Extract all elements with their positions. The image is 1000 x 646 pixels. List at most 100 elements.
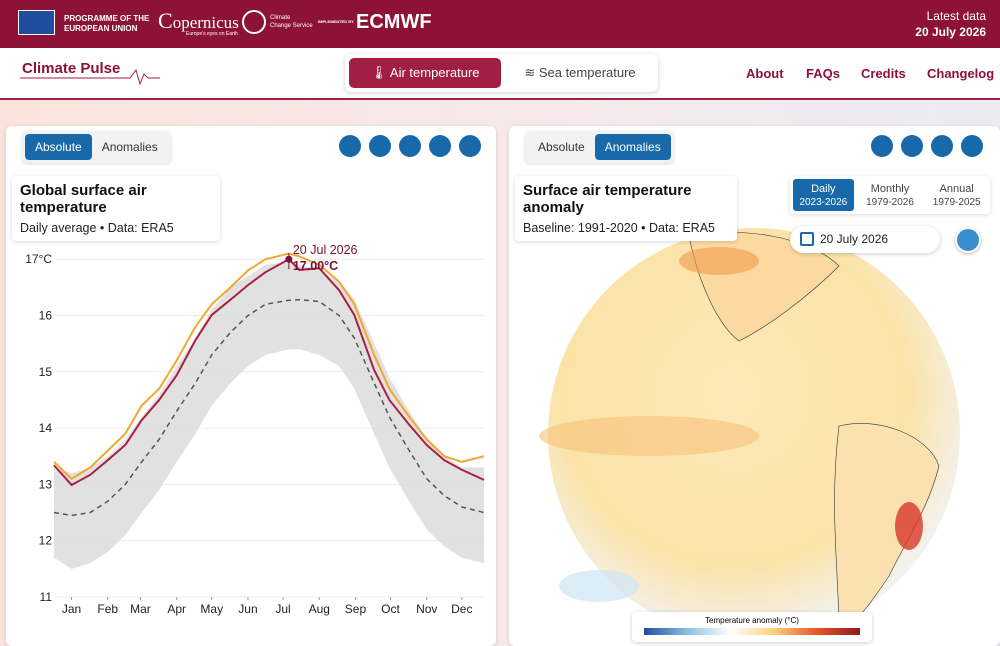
tab-active[interactable]: 🌡 Air temperature <box>349 58 501 88</box>
x-tick-label: May <box>200 602 223 616</box>
nav-bar: Climate Pulse 🌡 Air temperature ≋ Sea te… <box>0 48 1000 100</box>
globe-button[interactable] <box>955 227 981 253</box>
period-range: 1979-2026 <box>866 197 914 208</box>
chart: 11 12 13 14 15 16 17°C Jan Feb Mar Apr May Jun Jul Aug… <box>25 243 485 616</box>
chart-title: Global surface air temperature <box>20 182 147 216</box>
map-subtitle: Baseline: 1991-2020 • Data: ERA5 <box>523 221 715 235</box>
download-button[interactable] <box>369 135 391 157</box>
series-line <box>53 257 485 487</box>
legend-title: Temperature anomaly (°C) <box>705 616 799 625</box>
annotation-date: 20 Jul 2026 <box>293 243 358 257</box>
chart-subtitle: Daily average • Data: ERA5 <box>20 221 174 235</box>
color-bar <box>644 628 860 635</box>
c3s-logo <box>242 10 266 34</box>
cool-patch <box>559 570 639 602</box>
refresh-button[interactable] <box>429 135 451 157</box>
implemented-by: IMPLEMENTED BY <box>318 19 354 24</box>
right-title-card: Surface air temperature anomaly Baseline:… <box>515 176 737 241</box>
calendar-icon <box>800 232 814 246</box>
left-toggle: Absolute Anomalies <box>22 131 171 163</box>
annotation-value: 17.00°C <box>293 259 338 273</box>
toggle-option[interactable]: Anomalies <box>594 134 671 160</box>
edit-button[interactable] <box>339 135 361 157</box>
period-group: Daily 2023-2026 Monthly 1979-2026 Annual 19… <box>790 176 990 214</box>
copernicus-text: opernicus <box>172 13 239 32</box>
right-toggle: Absolute Anomalies <box>525 131 674 163</box>
y-tick-label: 14 <box>39 421 53 435</box>
c3s-line: Change Service <box>270 23 313 29</box>
x-tick-label: Dec <box>451 602 472 616</box>
nav-link[interactable]: FAQs <box>806 66 840 81</box>
eu-line: PROGRAMME OF THE <box>64 14 150 23</box>
right-panel <box>509 126 1000 646</box>
latest-data: Latest data 20 July 2026 <box>915 8 986 40</box>
copernicus-tag: Europe's eyes on Earth <box>186 31 238 37</box>
period-option[interactable]: Annual 1979-2025 <box>926 179 987 211</box>
y-tick-label: 17°C <box>25 252 52 266</box>
tab-label: Air temperature <box>389 65 480 80</box>
map-title: Surface air temperature anomaly <box>523 182 692 216</box>
copernicus-logo: Copernicus <box>158 8 239 33</box>
y-tick-label: 15 <box>39 365 53 379</box>
x-tick-label: Jan <box>62 602 81 616</box>
nav-link[interactable]: Changelog <box>927 66 995 81</box>
ecmwf-logo: ECMWF <box>356 11 432 33</box>
x-tick-label: Aug <box>309 602 330 616</box>
x-tick-label: Mar <box>130 602 151 616</box>
hotspot <box>895 502 923 550</box>
info-button[interactable] <box>399 135 421 157</box>
series-line <box>53 298 485 517</box>
y-tick-label: 12 <box>39 534 53 548</box>
latest-date: 20 July 2026 <box>915 25 986 39</box>
expand-button[interactable] <box>459 135 481 157</box>
y-tick-label: 11 <box>40 590 53 604</box>
period-label: Monthly <box>870 183 910 195</box>
nav-link[interactable]: Credits <box>861 66 906 81</box>
nav-link[interactable]: About <box>746 66 784 81</box>
refresh-button[interactable] <box>931 135 953 157</box>
warm-band <box>539 416 759 456</box>
eu-flag <box>18 10 55 35</box>
tab-group: 🌡 Air temperature ≋ Sea temperature <box>345 54 658 92</box>
download-button[interactable] <box>871 135 893 157</box>
eu-text: PROGRAMME OF THE EUROPEAN UNION <box>64 14 149 34</box>
c3s-text: Climate Change Service <box>270 14 313 30</box>
y-tick-label: 13 <box>39 477 53 491</box>
brand-pulse <box>20 68 160 86</box>
period-range: 1979-2025 <box>932 197 981 208</box>
expand-button[interactable] <box>961 135 983 157</box>
latest-label: Latest data <box>926 9 986 23</box>
globe-map <box>539 228 960 640</box>
x-tick-label: Feb <box>97 602 118 616</box>
left-title-card: Global surface air temperature Daily aver… <box>12 176 220 241</box>
color-legend: Temperature anomaly (°C) <box>632 612 872 642</box>
period-option[interactable]: Daily 2023-2026 <box>793 179 854 211</box>
south-america <box>834 423 940 632</box>
x-tick-label: Nov <box>416 602 437 616</box>
toggle-option[interactable]: Absolute <box>538 140 585 154</box>
toggle-option[interactable]: Anomalies <box>101 140 158 154</box>
period-label: Annual <box>939 183 974 195</box>
x-tick-label: Jun <box>238 602 257 616</box>
hotspot <box>679 247 759 275</box>
range-band <box>54 262 484 569</box>
toggle-option[interactable]: Absolute <box>25 134 92 160</box>
period-range: 2023-2026 <box>799 197 848 208</box>
c3s-line: Climate <box>270 15 291 21</box>
y-tick-label: 16 <box>39 309 53 323</box>
date-picker[interactable]: 20 July 2026 <box>790 226 940 253</box>
eu-line: EUROPEAN UNION <box>64 24 138 33</box>
period-label: Daily <box>811 183 836 195</box>
x-tick-label: Sep <box>345 602 367 616</box>
series-line <box>53 252 485 481</box>
tab[interactable]: ≋ Sea temperature <box>524 65 636 80</box>
info-button[interactable] <box>901 135 923 157</box>
x-tick-label: Apr <box>167 602 186 616</box>
date-value: 20 July 2026 <box>820 232 889 246</box>
period-option[interactable]: Monthly 1979-2026 <box>860 179 921 211</box>
x-tick-label: Oct <box>381 602 400 616</box>
tab-label: Sea temperature <box>538 65 636 80</box>
x-tick-label: Jul <box>275 602 290 616</box>
brand[interactable]: Climate Pulse <box>22 60 121 77</box>
